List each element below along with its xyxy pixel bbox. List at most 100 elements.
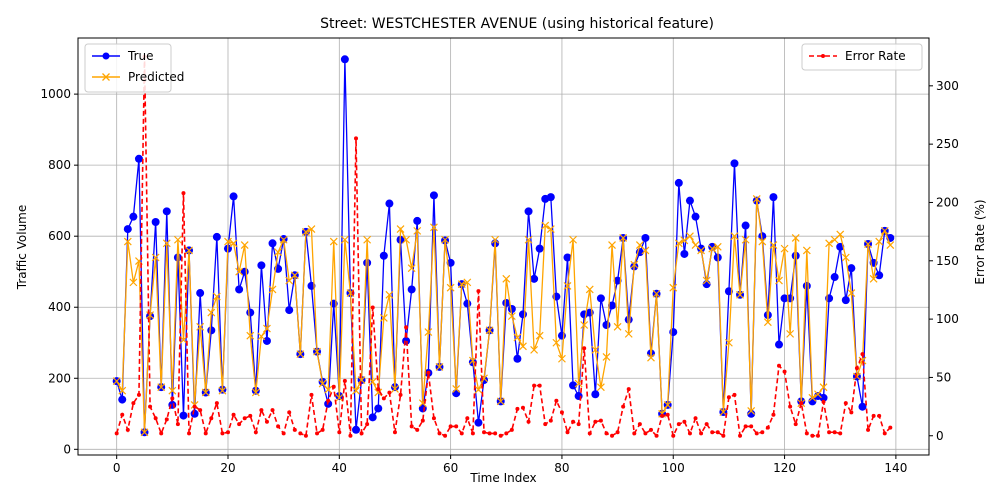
error-rate-point xyxy=(710,430,715,435)
error-rate-point xyxy=(426,370,431,375)
true-point xyxy=(352,425,361,434)
predicted-point xyxy=(340,235,349,244)
error-rate-point xyxy=(209,416,214,421)
predicted-point xyxy=(168,386,177,395)
error-rate-point xyxy=(248,413,253,418)
error-rate-point xyxy=(443,433,448,438)
predicted-point xyxy=(402,235,411,244)
true-point xyxy=(596,294,605,303)
true-point xyxy=(708,242,717,251)
true-point xyxy=(413,216,422,225)
error-rate-point xyxy=(888,425,893,430)
error-rate-point xyxy=(392,430,397,435)
error-rate-point xyxy=(548,418,553,423)
error-rate-point xyxy=(470,431,475,436)
true-point xyxy=(452,389,461,398)
true-point xyxy=(769,193,778,202)
series-layer xyxy=(112,54,895,439)
true-point xyxy=(463,299,472,308)
error-rate-point xyxy=(170,396,175,401)
predicted-point xyxy=(530,345,539,354)
predicted-point xyxy=(296,350,305,359)
predicted-point xyxy=(263,324,271,333)
error-rate-point xyxy=(387,390,392,395)
y2-axis-title: Error Rate (%) xyxy=(973,199,987,284)
predicted-point xyxy=(151,253,160,262)
y2-tick-label: 200 xyxy=(936,195,959,209)
predicted-point xyxy=(435,362,444,371)
true-point xyxy=(257,261,266,270)
error-rate-point xyxy=(849,410,854,415)
x-tick-label: 120 xyxy=(773,461,796,475)
error-rate-point xyxy=(866,427,871,432)
predicted-point xyxy=(669,283,678,292)
true-point xyxy=(697,244,706,253)
error-rate-point xyxy=(415,427,420,432)
error-rate-point xyxy=(721,433,726,438)
error-rate-point xyxy=(687,431,692,436)
predicted-point xyxy=(869,274,878,283)
predicted-point xyxy=(396,225,405,234)
predicted-point xyxy=(775,276,783,285)
error-rate-point xyxy=(738,433,743,438)
true-point xyxy=(151,217,160,226)
predicted-point xyxy=(257,332,266,341)
error-rate-point xyxy=(242,416,247,421)
y2-tick-label: 0 xyxy=(936,429,944,443)
predicted-point xyxy=(112,377,121,386)
error-rate-point xyxy=(604,431,609,436)
predicted-point xyxy=(218,386,227,395)
error-rate-point xyxy=(726,395,731,400)
predicted-point xyxy=(446,283,455,292)
predicted-point xyxy=(613,322,622,331)
true-point xyxy=(129,212,138,221)
x-tick-label: 60 xyxy=(443,461,458,475)
predicted-point xyxy=(580,321,589,329)
predicted-point xyxy=(474,385,483,394)
error-rate-point xyxy=(715,430,720,435)
x-tick-label: 140 xyxy=(884,461,907,475)
predicted-point xyxy=(407,264,416,273)
error-rate-point xyxy=(665,412,670,417)
true-point xyxy=(530,274,539,283)
error-rate-point xyxy=(877,413,882,418)
true-point xyxy=(775,340,784,349)
error-rate-point xyxy=(159,431,164,436)
error-rate-point xyxy=(509,427,514,432)
true-point xyxy=(513,354,522,363)
error-rate-point xyxy=(465,416,470,421)
predicted-point xyxy=(179,335,188,344)
error-rate-point xyxy=(827,430,832,435)
predicted-point xyxy=(301,228,310,236)
error-rate-point xyxy=(175,422,180,427)
predicted-point xyxy=(552,338,561,347)
true-point xyxy=(212,232,221,241)
error-rate-point xyxy=(320,427,325,432)
error-rate-point xyxy=(454,424,459,429)
predicted-point xyxy=(864,240,872,248)
error-rate-point xyxy=(749,424,754,429)
predicted-point xyxy=(268,285,277,294)
true-point xyxy=(173,253,182,262)
predicted-point xyxy=(585,285,594,294)
error-rate-point xyxy=(777,363,782,368)
predicted-point xyxy=(240,241,249,250)
error-rate-point xyxy=(315,431,320,436)
predicted-point xyxy=(313,347,321,356)
error-rate-point xyxy=(671,433,676,438)
error-rate-point xyxy=(882,431,887,436)
error-rate-point xyxy=(482,430,487,435)
error-rate-point xyxy=(493,431,498,436)
error-rate-point xyxy=(120,412,125,417)
y-tick-label: 600 xyxy=(48,229,71,243)
legend-true-marker xyxy=(102,52,110,60)
true-point xyxy=(680,249,689,258)
y2-tick-label: 300 xyxy=(936,79,959,93)
error-rate-point xyxy=(637,422,642,427)
error-rate-point xyxy=(381,396,386,401)
true-point xyxy=(602,320,611,329)
true-point xyxy=(518,310,527,319)
error-rate-point xyxy=(298,431,303,436)
predicted-point xyxy=(647,353,655,362)
predicted-point xyxy=(463,278,472,287)
